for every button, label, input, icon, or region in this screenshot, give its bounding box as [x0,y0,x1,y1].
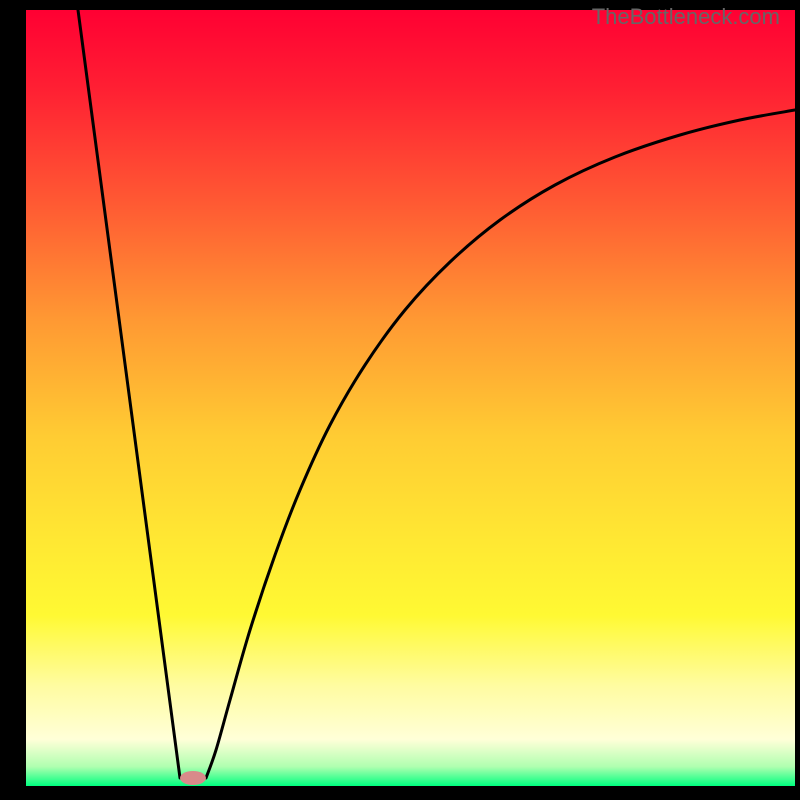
bottleneck-chart: TheBottleneck.com [0,0,800,800]
minimum-marker [180,771,206,785]
chart-svg: TheBottleneck.com [0,0,800,800]
gradient-background [26,10,795,786]
watermark-label: TheBottleneck.com [592,4,780,29]
